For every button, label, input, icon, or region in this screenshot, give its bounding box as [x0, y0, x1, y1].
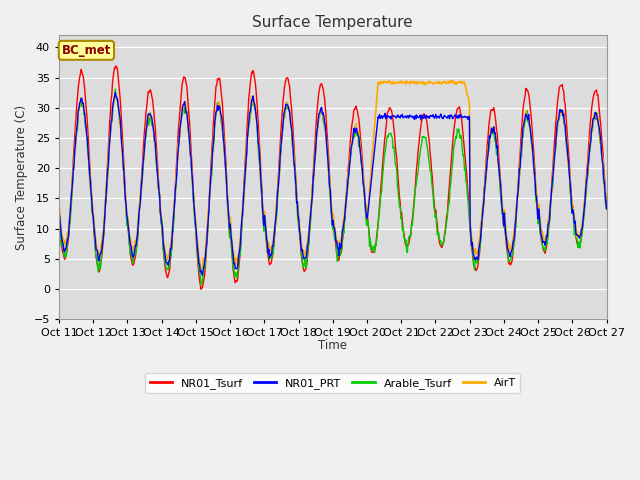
- NR01_PRT: [120, 169, 128, 175]
- AirT: [390, 81, 397, 87]
- NR01_Tsurf: [112, 63, 120, 69]
- NR01_Tsurf: [55, 207, 63, 213]
- Line: NR01_Tsurf: NR01_Tsurf: [59, 66, 607, 289]
- Arable_Tsurf: [120, 170, 128, 176]
- Arable_Tsurf: [421, 135, 429, 141]
- NR01_PRT: [248, 96, 256, 102]
- Arable_Tsurf: [197, 282, 205, 288]
- Text: BC_met: BC_met: [61, 44, 111, 57]
- NR01_PRT: [603, 206, 611, 212]
- NR01_PRT: [111, 90, 119, 96]
- NR01_Tsurf: [390, 131, 398, 137]
- Arable_Tsurf: [603, 206, 611, 212]
- NR01_Tsurf: [269, 250, 277, 255]
- NR01_PRT: [55, 209, 63, 215]
- NR01_PRT: [421, 115, 429, 121]
- Arable_Tsurf: [111, 86, 119, 92]
- NR01_Tsurf: [248, 71, 256, 76]
- Title: Surface Temperature: Surface Temperature: [252, 15, 413, 30]
- AirT: [120, 159, 127, 165]
- Legend: NR01_Tsurf, NR01_PRT, Arable_Tsurf, AirT: NR01_Tsurf, NR01_PRT, Arable_Tsurf, AirT: [145, 373, 520, 393]
- AirT: [420, 82, 428, 88]
- NR01_PRT: [198, 272, 206, 278]
- NR01_Tsurf: [421, 113, 429, 119]
- AirT: [603, 196, 611, 202]
- Line: Arable_Tsurf: Arable_Tsurf: [59, 89, 607, 285]
- NR01_PRT: [390, 113, 398, 119]
- X-axis label: Time: Time: [318, 339, 348, 352]
- NR01_PRT: [221, 160, 229, 166]
- Y-axis label: Surface Temperature (C): Surface Temperature (C): [15, 105, 28, 250]
- Arable_Tsurf: [55, 210, 63, 216]
- Arable_Tsurf: [248, 99, 256, 105]
- Arable_Tsurf: [269, 251, 277, 256]
- Arable_Tsurf: [221, 164, 229, 169]
- NR01_Tsurf: [197, 287, 205, 292]
- AirT: [449, 77, 457, 83]
- NR01_Tsurf: [221, 150, 229, 156]
- AirT: [55, 200, 63, 206]
- NR01_PRT: [269, 243, 277, 249]
- AirT: [248, 93, 255, 99]
- Arable_Tsurf: [390, 150, 398, 156]
- NR01_Tsurf: [603, 201, 611, 207]
- AirT: [269, 242, 276, 248]
- AirT: [221, 147, 228, 153]
- Line: AirT: AirT: [59, 80, 607, 269]
- Line: NR01_PRT: NR01_PRT: [59, 93, 607, 275]
- AirT: [198, 266, 205, 272]
- NR01_Tsurf: [120, 161, 128, 167]
